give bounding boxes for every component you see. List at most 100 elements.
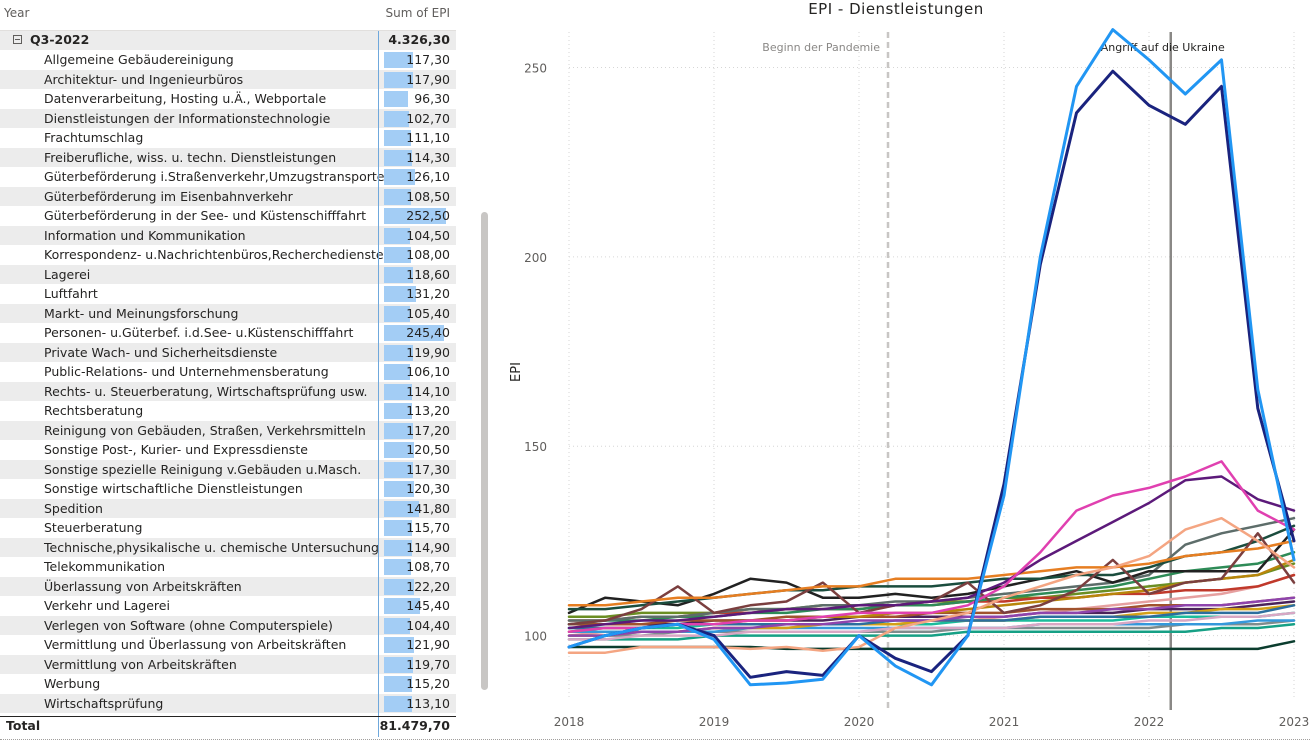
row-value: 126,10 [406, 169, 450, 184]
series-line [567, 475, 1296, 630]
row-label: Überlassung von Arbeitskräften [44, 578, 242, 594]
table-row[interactable]: Güterbeförderung in der See- und Küstens… [0, 206, 456, 226]
total-row: Total 81.479,70 [0, 716, 456, 738]
table-row[interactable]: Markt- und Meinungsforschung 105,40 [0, 303, 456, 323]
series-lines [567, 28, 1296, 687]
table-row[interactable]: Telekommunikation 108,70 [0, 557, 456, 577]
row-label: Güterbeförderung i.Straßenverkehr,Umzugs… [44, 169, 385, 184]
data-bar [384, 247, 411, 263]
row-label: Sonstige spezielle Reinigung v.Gebäuden … [44, 461, 362, 477]
table-row[interactable]: Reinigung von Gebäuden, Straßen, Verkehr… [0, 420, 456, 440]
row-value: 121,90 [406, 637, 450, 652]
row-value: 111,10 [406, 130, 450, 145]
table-row[interactable]: Technische,physikalische u. chemische Un… [0, 537, 456, 557]
annotations: Beginn der Pandemie Angriff auf die Ukrai… [762, 32, 1225, 710]
matrix-table: Year Sum of EPI Q3-2022 4.326,30 Allgeme… [0, 0, 456, 743]
row-value: 141,80 [406, 500, 450, 516]
table-row[interactable]: Rechts- u. Steuerberatung, Wirtschaftspr… [0, 381, 456, 401]
table-row[interactable]: Wirtschaftsprüfung 113,10 [0, 693, 456, 713]
table-row[interactable]: Information und Kommunikation 104,50 [0, 225, 456, 245]
row-value: 102,70 [406, 110, 450, 126]
column-header-year[interactable]: Year [4, 6, 30, 20]
table-row[interactable]: Architektur- und Ingenieurbüros 117,90 [0, 69, 456, 89]
row-value: 115,70 [406, 520, 450, 535]
series-line [567, 539, 1296, 607]
table-row[interactable]: Verlegen von Software (ohne Computerspie… [0, 615, 456, 635]
row-value: 106,10 [406, 364, 450, 379]
row-value: 114,10 [406, 383, 450, 399]
group-value: 4.326,30 [388, 32, 450, 47]
row-value: 113,10 [406, 695, 450, 711]
series-line [567, 619, 1296, 634]
row-value: 114,90 [406, 539, 450, 555]
row-value: 113,20 [406, 403, 450, 418]
data-bar [384, 539, 413, 556]
row-value: 108,00 [406, 247, 450, 262]
row-value: 122,20 [406, 578, 450, 594]
table-row[interactable]: Private Wach- und Sicherheitsdienste 119,… [0, 342, 456, 362]
data-bar [384, 344, 414, 361]
table-row[interactable]: Freiberufliche, wiss. u. techn. Dienstle… [0, 147, 456, 167]
row-value: 119,70 [406, 656, 450, 672]
data-bar [384, 130, 412, 146]
row-label: Verlegen von Software (ohne Computerspie… [44, 617, 333, 633]
data-bar [384, 325, 445, 341]
table-row[interactable]: Sonstige spezielle Reinigung v.Gebäuden … [0, 459, 456, 479]
row-label: Telekommunikation [44, 559, 166, 574]
table-row[interactable]: Werbung 115,20 [0, 674, 456, 694]
x-tick-label: 2021 [989, 715, 1020, 729]
x-tick-label: 2022 [1134, 715, 1165, 729]
row-value: 96,30 [414, 91, 450, 106]
data-bar [384, 559, 411, 575]
table-row[interactable]: Public-Relations- und Unternehmensberatu… [0, 362, 456, 382]
column-header-sum-of-epi[interactable]: Sum of EPI [385, 6, 450, 20]
table-row[interactable]: Vermittlung und Überlassung von Arbeitsk… [0, 635, 456, 655]
row-label: Güterbeförderung in der See- und Küstens… [44, 208, 367, 223]
table-row[interactable]: Steuerberatung 115,70 [0, 518, 456, 538]
data-bar [384, 442, 414, 458]
data-bar [384, 305, 410, 322]
table-row[interactable]: Spedition 141,80 [0, 498, 456, 518]
table-row[interactable]: Verkehr und Lagerei 145,40 [0, 596, 456, 616]
data-bar [384, 110, 410, 127]
table-row[interactable]: Allgemeine Gebäudereinigung 117,30 [0, 50, 456, 70]
row-label: Allgemeine Gebäudereinigung [44, 52, 234, 67]
group-label: Q3-2022 [30, 32, 90, 47]
table-row[interactable]: Güterbeförderung i.Straßenverkehr,Umzugs… [0, 167, 456, 187]
table-row[interactable]: Luftfahrt 131,20 [0, 284, 456, 304]
table-row[interactable]: Sonstige Post-, Kurier- und Expressdiens… [0, 440, 456, 460]
y-tick-label: 250 [524, 61, 547, 75]
table-row[interactable]: Rechtsberatung 113,20 [0, 401, 456, 421]
row-value: 131,20 [406, 286, 450, 301]
data-bar [384, 617, 410, 634]
row-value: 118,60 [406, 266, 450, 282]
table-row[interactable]: Personen- u.Güterbef. i.d.See- u.Küstens… [0, 323, 456, 343]
table-row[interactable]: Güterbeförderung im Eisenbahnverkehr 108,… [0, 186, 456, 206]
data-bar [384, 286, 417, 302]
data-bar [384, 364, 411, 380]
row-label: Rechtsberatung [44, 403, 144, 418]
group-row[interactable]: Q3-2022 4.326,30 [0, 31, 456, 50]
row-label: Public-Relations- und Unternehmensberatu… [44, 364, 329, 379]
table-row[interactable]: Datenverarbeitung, Hosting u.Ä., Webport… [0, 89, 456, 109]
table-row[interactable]: Dienstleistungen der Informationstechnol… [0, 108, 456, 128]
table-row[interactable]: Vermittlung von Arbeitskräften 119,70 [0, 654, 456, 674]
data-bar [384, 656, 414, 673]
row-label: Technische,physikalische u. chemische Un… [44, 539, 379, 555]
data-bar [384, 461, 413, 478]
row-value: 245,40 [406, 325, 450, 340]
table-row[interactable]: Überlassung von Arbeitskräften 122,20 [0, 576, 456, 596]
row-label: Güterbeförderung im Eisenbahnverkehr [44, 188, 293, 204]
table-row[interactable]: Frachtumschlag 111,10 [0, 128, 456, 148]
table-row[interactable]: Lagerei 118,60 [0, 264, 456, 284]
collapse-icon[interactable] [13, 35, 22, 44]
row-label: Reinigung von Gebäuden, Straßen, Verkehr… [44, 422, 366, 438]
row-label: Architektur- und Ingenieurbüros [44, 71, 244, 87]
row-value: 252,50 [406, 208, 450, 223]
table-row[interactable]: Sonstige wirtschaftliche Dienstleistunge… [0, 479, 456, 499]
vertical-scrollbar[interactable] [481, 212, 488, 690]
table-row[interactable]: Korrespondenz- u.Nachrichtenbüros,Recher… [0, 245, 456, 265]
row-label: Verkehr und Lagerei [44, 598, 170, 613]
column-separator [378, 31, 379, 737]
line-chart: EPI - Dienstleistungen EPI Beginn der Pa… [496, 0, 1310, 743]
